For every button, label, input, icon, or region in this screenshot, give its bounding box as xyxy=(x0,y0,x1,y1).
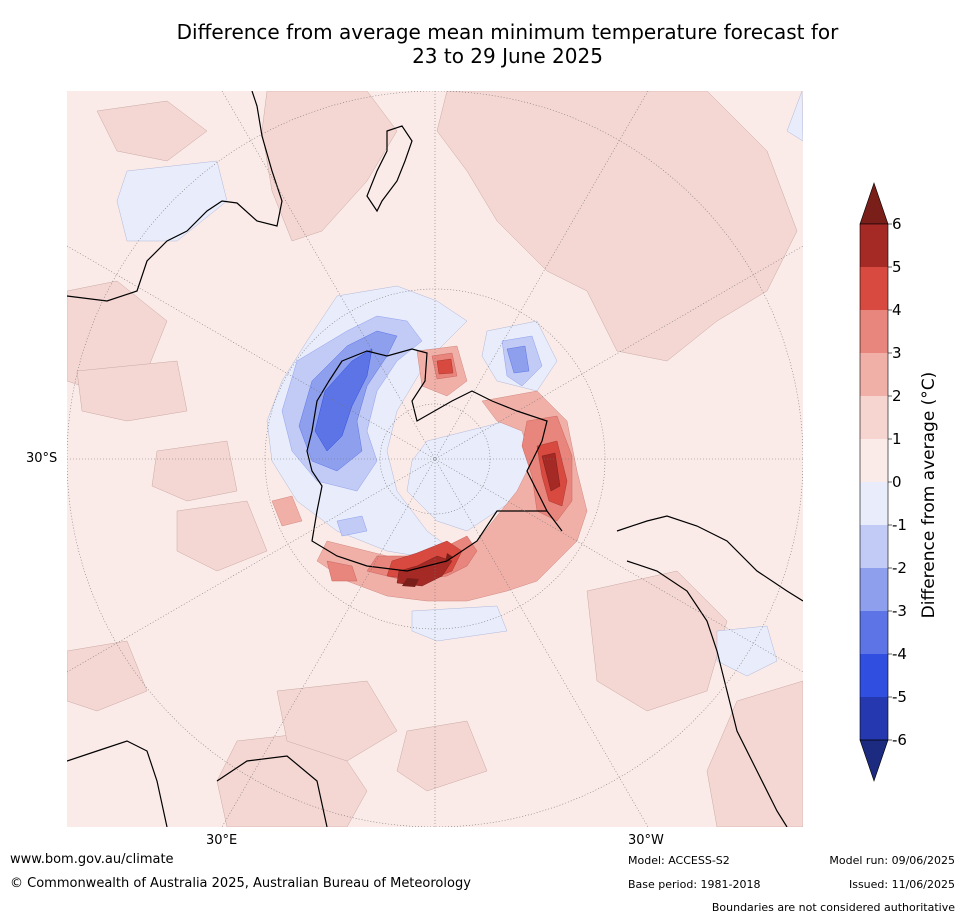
antarctica-coastline xyxy=(306,348,563,572)
footer-site: www.bom.gov.au/climate xyxy=(10,852,174,867)
colorbar-cells xyxy=(859,182,889,782)
colorbar-cell xyxy=(860,697,888,740)
anomaly-region-neg3-neg4 xyxy=(314,348,373,452)
colorbar-tick-label: -3 xyxy=(892,602,907,620)
colorbar-cell xyxy=(860,396,888,439)
colorbar-tick-label: -6 xyxy=(892,731,907,749)
colorbar-cell xyxy=(860,482,888,525)
graticule xyxy=(67,91,803,827)
footer-disclaimer: Boundaries are not considered authoritat… xyxy=(711,901,955,914)
colorbar-label: Difference from average (°C) xyxy=(919,372,939,619)
lon-label-30w: 30°W xyxy=(628,833,664,848)
colorbar-cell xyxy=(860,353,888,396)
colorbar: 6 5 4 3 2 1 0 -1 -2 -3 -4 -5 -6 Difference from aver… xyxy=(859,182,939,782)
new-zealand-coastline xyxy=(366,125,413,213)
anomaly-map xyxy=(67,91,803,827)
colorbar-extend-max xyxy=(859,182,889,225)
colorbar-cell xyxy=(860,654,888,697)
colorbar-tick-label: -2 xyxy=(892,559,907,577)
colorbar-cell xyxy=(860,525,888,568)
map-title: Difference from average mean minimum tem… xyxy=(0,20,965,68)
south-america-coastline xyxy=(616,515,803,827)
anomaly-region-2-3 xyxy=(271,345,588,602)
colorbar-tick-label: 3 xyxy=(892,344,902,362)
colorbar-tick-label: -1 xyxy=(892,516,907,534)
africa-coastline xyxy=(67,740,328,827)
lon-label-30e: 30°E xyxy=(206,833,238,848)
colorbar-tick-label: 6 xyxy=(892,215,902,233)
australia-coastline xyxy=(67,91,283,302)
colorbar-cell xyxy=(860,310,888,353)
colorbar-tick-label: 5 xyxy=(892,258,902,276)
colorbar-tick-label: 2 xyxy=(892,387,902,405)
colorbar-cell xyxy=(860,611,888,654)
footer-model: Model: ACCESS-S2 xyxy=(628,854,730,867)
title-line-2: 23 to 29 June 2025 xyxy=(412,44,603,68)
colorbar-cell xyxy=(860,224,888,267)
lat-label-30s: 30°S xyxy=(26,451,58,466)
anomaly-region-1-2 xyxy=(67,91,803,827)
footer-model-run: Model run: 09/06/2025 xyxy=(829,854,955,867)
footer-copyright: © Commonwealth of Australia 2025, Austra… xyxy=(10,876,471,891)
colorbar-ticks: 6 5 4 3 2 1 0 -1 -2 -3 -4 -5 -6 xyxy=(888,215,907,749)
footer-issued: Issued: 11/06/2025 xyxy=(848,878,955,891)
colorbar-tick-label: -4 xyxy=(892,645,907,663)
colorbar-tick-label: -5 xyxy=(892,688,907,706)
colorbar-cell xyxy=(860,439,888,482)
colorbar-cell xyxy=(860,568,888,611)
colorbar-extend-min xyxy=(859,739,889,782)
colorbar-tick-label: 4 xyxy=(892,301,902,319)
colorbar-tick-label: 1 xyxy=(892,430,902,448)
colorbar-tick-label: 0 xyxy=(892,473,902,491)
title-line-1: Difference from average mean minimum tem… xyxy=(176,20,839,44)
colorbar-cell xyxy=(860,267,888,310)
footer-base-period: Base period: 1981-2018 xyxy=(628,878,761,891)
